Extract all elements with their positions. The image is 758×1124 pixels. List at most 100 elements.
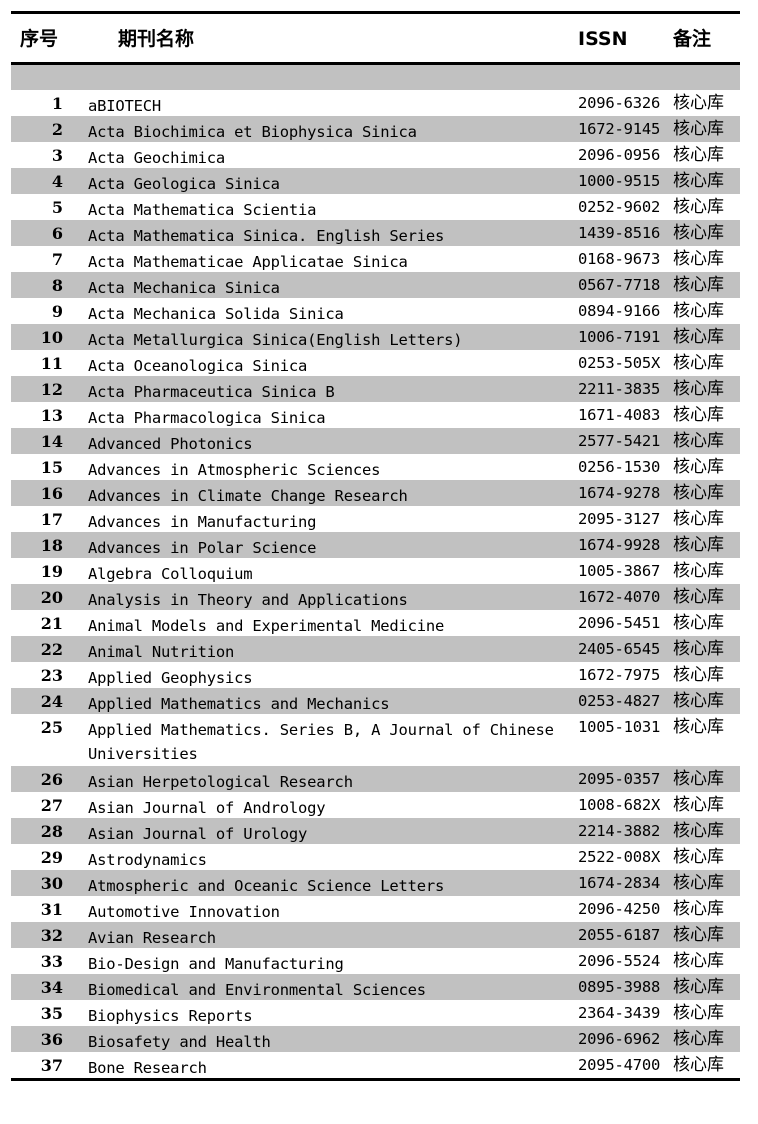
cell-sequence: 34 — [40, 978, 63, 997]
table-row[interactable]: 25 Applied Mathematics. Series B, A Journ… — [11, 714, 740, 766]
cell-journal-name: Acta Oceanologica Sinica — [88, 357, 308, 375]
cell-note: 核心库 — [673, 275, 724, 295]
table-row[interactable]: 22 Animal Nutrition 2405-6545 核心库 — [11, 636, 740, 662]
table-row[interactable]: 1 aBIOTECH 2096-6326 核心库 — [11, 90, 740, 116]
table-row[interactable]: 16 Advances in Climate Change Research 167… — [11, 480, 740, 506]
cell-note: 核心库 — [673, 795, 724, 815]
table-row[interactable]: 12 Acta Pharmaceutica Sinica B 2211-3835 核心… — [11, 376, 740, 402]
cell-journal-name: Acta Mathematica Scientia — [88, 201, 317, 219]
table-bottom-rule — [11, 1078, 740, 1081]
cell-journal-name: Asian Journal of Urology — [88, 825, 308, 843]
cell-sequence: 9 — [51, 302, 63, 321]
cell-sequence: 3 — [51, 146, 63, 165]
table-row[interactable]: 32 Avian Research 2055-6187 核心库 — [11, 922, 740, 948]
cell-journal-name: Advances in Climate Change Research — [88, 487, 408, 505]
table-row[interactable]: 6 Acta Mathematica Sinica. English Series… — [11, 220, 740, 246]
table-row[interactable]: 35 Biophysics Reports 2364-3439 核心库 — [11, 1000, 740, 1026]
cell-note: 核心库 — [673, 509, 724, 529]
cell-journal-name: Biosafety and Health — [88, 1033, 271, 1051]
table-row[interactable]: 10 Acta Metallurgica Sinica(English Lette… — [11, 324, 740, 350]
cell-note: 核心库 — [673, 925, 724, 945]
table-row[interactable]: 9 Acta Mechanica Solida Sinica 0894-9166 核心… — [11, 298, 740, 324]
cell-sequence: 35 — [40, 1004, 63, 1023]
table-row[interactable]: 20 Analysis in Theory and Applications 167… — [11, 584, 740, 610]
cell-issn: 0252-9602 — [578, 198, 661, 216]
table-top-rule — [11, 11, 740, 14]
cell-journal-name: Analysis in Theory and Applications — [88, 591, 408, 609]
table-body: 1 aBIOTECH 2096-6326 核心库 2 Acta Biochimica et… — [11, 90, 740, 1078]
cell-journal-name: Algebra Colloquium — [88, 565, 253, 583]
column-header-sequence: 序号 — [20, 28, 59, 50]
cell-note: 核心库 — [673, 457, 724, 477]
table-row[interactable]: 37 Bone Research 2095-4700 核心库 — [11, 1052, 740, 1078]
table-row[interactable]: 14 Advanced Photonics 2577-5421 核心库 — [11, 428, 740, 454]
cell-sequence: 6 — [51, 224, 63, 243]
cell-sequence: 27 — [40, 796, 63, 815]
table-row[interactable]: 19 Algebra Colloquium 1005-3867 核心库 — [11, 558, 740, 584]
table-row[interactable]: 26 Asian Herpetological Research 2095-0357… — [11, 766, 740, 792]
table-row[interactable]: 2 Acta Biochimica et Biophysica Sinica 167… — [11, 116, 740, 142]
table-row[interactable]: 21 Animal Models and Experimental Medicin… — [11, 610, 740, 636]
cell-issn: 1671-4083 — [578, 406, 661, 424]
cell-sequence: 29 — [40, 848, 63, 867]
cell-journal-name: Acta Biochimica et Biophysica Sinica — [88, 123, 417, 141]
table-row[interactable]: 36 Biosafety and Health 2096-6962 核心库 — [11, 1026, 740, 1052]
cell-sequence: 7 — [51, 250, 63, 269]
table-row[interactable]: 30 Atmospheric and Oceanic Science Letter… — [11, 870, 740, 896]
cell-issn: 2577-5421 — [578, 432, 661, 450]
table-row[interactable]: 13 Acta Pharmacologica Sinica 1671-4083 核心库 — [11, 402, 740, 428]
cell-issn: 2096-5524 — [578, 952, 661, 970]
table-row[interactable]: 27 Asian Journal of Andrology 1008-682X 核心库 — [11, 792, 740, 818]
cell-issn: 2095-0357 — [578, 770, 661, 788]
cell-sequence: 5 — [51, 198, 63, 217]
cell-sequence: 25 — [40, 718, 63, 737]
cell-journal-name: Acta Geochimica — [88, 149, 225, 167]
cell-issn: 2096-6326 — [578, 94, 661, 112]
table-row[interactable]: 4 Acta Geologica Sinica 1000-9515 核心库 — [11, 168, 740, 194]
cell-issn: 2214-3882 — [578, 822, 661, 840]
cell-journal-name: Advanced Photonics — [88, 435, 253, 453]
cell-sequence: 19 — [40, 562, 63, 581]
cell-sequence: 4 — [51, 172, 63, 191]
table-row[interactable]: 8 Acta Mechanica Sinica 0567-7718 核心库 — [11, 272, 740, 298]
table-row[interactable]: 29 Astrodynamics 2522-008X 核心库 — [11, 844, 740, 870]
table-row[interactable]: 23 Applied Geophysics 1672-7975 核心库 — [11, 662, 740, 688]
cell-sequence: 18 — [40, 536, 63, 555]
cell-journal-name: Acta Mathematica Sinica. English Series — [88, 227, 445, 245]
table-row[interactable]: 33 Bio-Design and Manufacturing 2096-5524 核… — [11, 948, 740, 974]
cell-issn: 2405-6545 — [578, 640, 661, 658]
cell-issn: 2095-4700 — [578, 1056, 661, 1074]
cell-note: 核心库 — [673, 639, 724, 659]
table-row[interactable]: 7 Acta Mathematicae Applicatae Sinica 0168… — [11, 246, 740, 272]
table-row[interactable]: 5 Acta Mathematica Scientia 0252-9602 核心库 — [11, 194, 740, 220]
cell-sequence: 28 — [40, 822, 63, 841]
cell-sequence: 36 — [40, 1030, 63, 1049]
cell-note: 核心库 — [673, 171, 724, 191]
cell-issn: 0253-505X — [578, 354, 661, 372]
cell-issn: 1674-9928 — [578, 536, 661, 554]
cell-journal-name: Acta Mathematicae Applicatae Sinica — [88, 253, 408, 271]
table-row[interactable]: 3 Acta Geochimica 2096-0956 核心库 — [11, 142, 740, 168]
table-row[interactable]: 24 Applied Mathematics and Mechanics 0253-… — [11, 688, 740, 714]
table-row[interactable]: 31 Automotive Innovation 2096-4250 核心库 — [11, 896, 740, 922]
column-header-note: 备注 — [673, 28, 712, 50]
cell-issn: 2096-5451 — [578, 614, 661, 632]
table-row[interactable]: 17 Advances in Manufacturing 2095-3127 核心库 — [11, 506, 740, 532]
table-row[interactable]: 18 Advances in Polar Science 1674-9928 核心库 — [11, 532, 740, 558]
cell-journal-name: Animal Nutrition — [88, 643, 235, 661]
cell-note: 核心库 — [673, 665, 724, 685]
cell-note: 核心库 — [673, 1003, 724, 1023]
cell-journal-name: Bone Research — [88, 1059, 207, 1077]
cell-issn: 1439-8516 — [578, 224, 661, 242]
table-row[interactable]: 34 Biomedical and Environmental Sciences 0… — [11, 974, 740, 1000]
cell-issn: 1006-7191 — [578, 328, 661, 346]
table-row[interactable]: 28 Asian Journal of Urology 2214-3882 核心库 — [11, 818, 740, 844]
table-row[interactable]: 15 Advances in Atmospheric Sciences 0256-1… — [11, 454, 740, 480]
cell-sequence: 37 — [40, 1056, 63, 1075]
table-row[interactable]: 11 Acta Oceanologica Sinica 0253-505X 核心库 — [11, 350, 740, 376]
cell-journal-name: Asian Journal of Andrology — [88, 799, 326, 817]
column-header-journal-name: 期刊名称 — [118, 28, 195, 50]
cell-note: 核心库 — [673, 587, 724, 607]
cell-journal-name: Acta Mechanica Solida Sinica — [88, 305, 344, 323]
